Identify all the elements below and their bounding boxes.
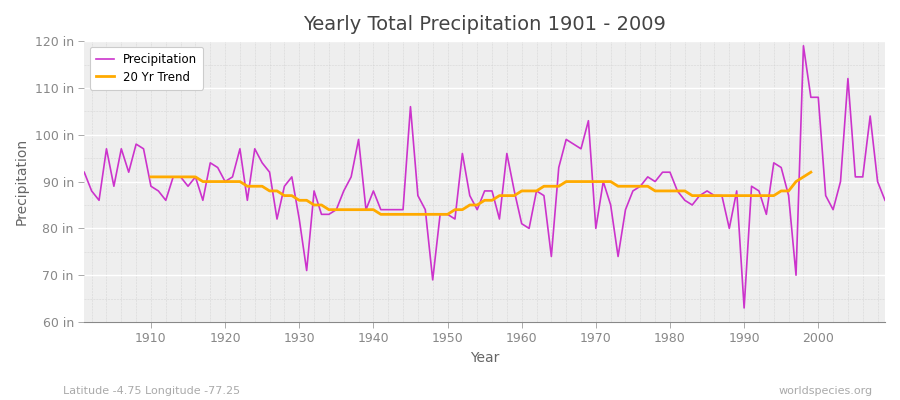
X-axis label: Year: Year — [470, 351, 500, 365]
20 Yr Trend — [346, 207, 356, 212]
Legend: Precipitation, 20 Yr Trend: Precipitation, 20 Yr Trend — [90, 47, 203, 90]
20 Yr Trend — [716, 193, 727, 198]
Y-axis label: Precipitation: Precipitation — [15, 138, 29, 225]
Precipitation — [798, 43, 809, 48]
Precipitation — [739, 306, 750, 310]
Precipitation — [138, 146, 148, 151]
Precipitation — [346, 174, 356, 179]
Precipitation — [508, 188, 519, 193]
Precipitation — [517, 221, 527, 226]
Title: Yearly Total Precipitation 1901 - 2009: Yearly Total Precipitation 1901 - 2009 — [303, 15, 666, 34]
20 Yr Trend — [806, 170, 816, 175]
20 Yr Trend — [783, 188, 794, 193]
20 Yr Trend — [146, 174, 157, 179]
20 Yr Trend — [613, 184, 624, 189]
Precipitation — [302, 268, 312, 273]
Text: worldspecies.org: worldspecies.org — [778, 386, 873, 396]
Line: 20 Yr Trend: 20 Yr Trend — [151, 172, 811, 214]
20 Yr Trend — [235, 179, 246, 184]
Line: Precipitation: Precipitation — [85, 46, 885, 308]
20 Yr Trend — [375, 212, 386, 217]
Precipitation — [879, 198, 890, 203]
Text: Latitude -4.75 Longitude -77.25: Latitude -4.75 Longitude -77.25 — [63, 386, 240, 396]
20 Yr Trend — [702, 193, 713, 198]
Precipitation — [606, 202, 616, 207]
Precipitation — [79, 170, 90, 175]
